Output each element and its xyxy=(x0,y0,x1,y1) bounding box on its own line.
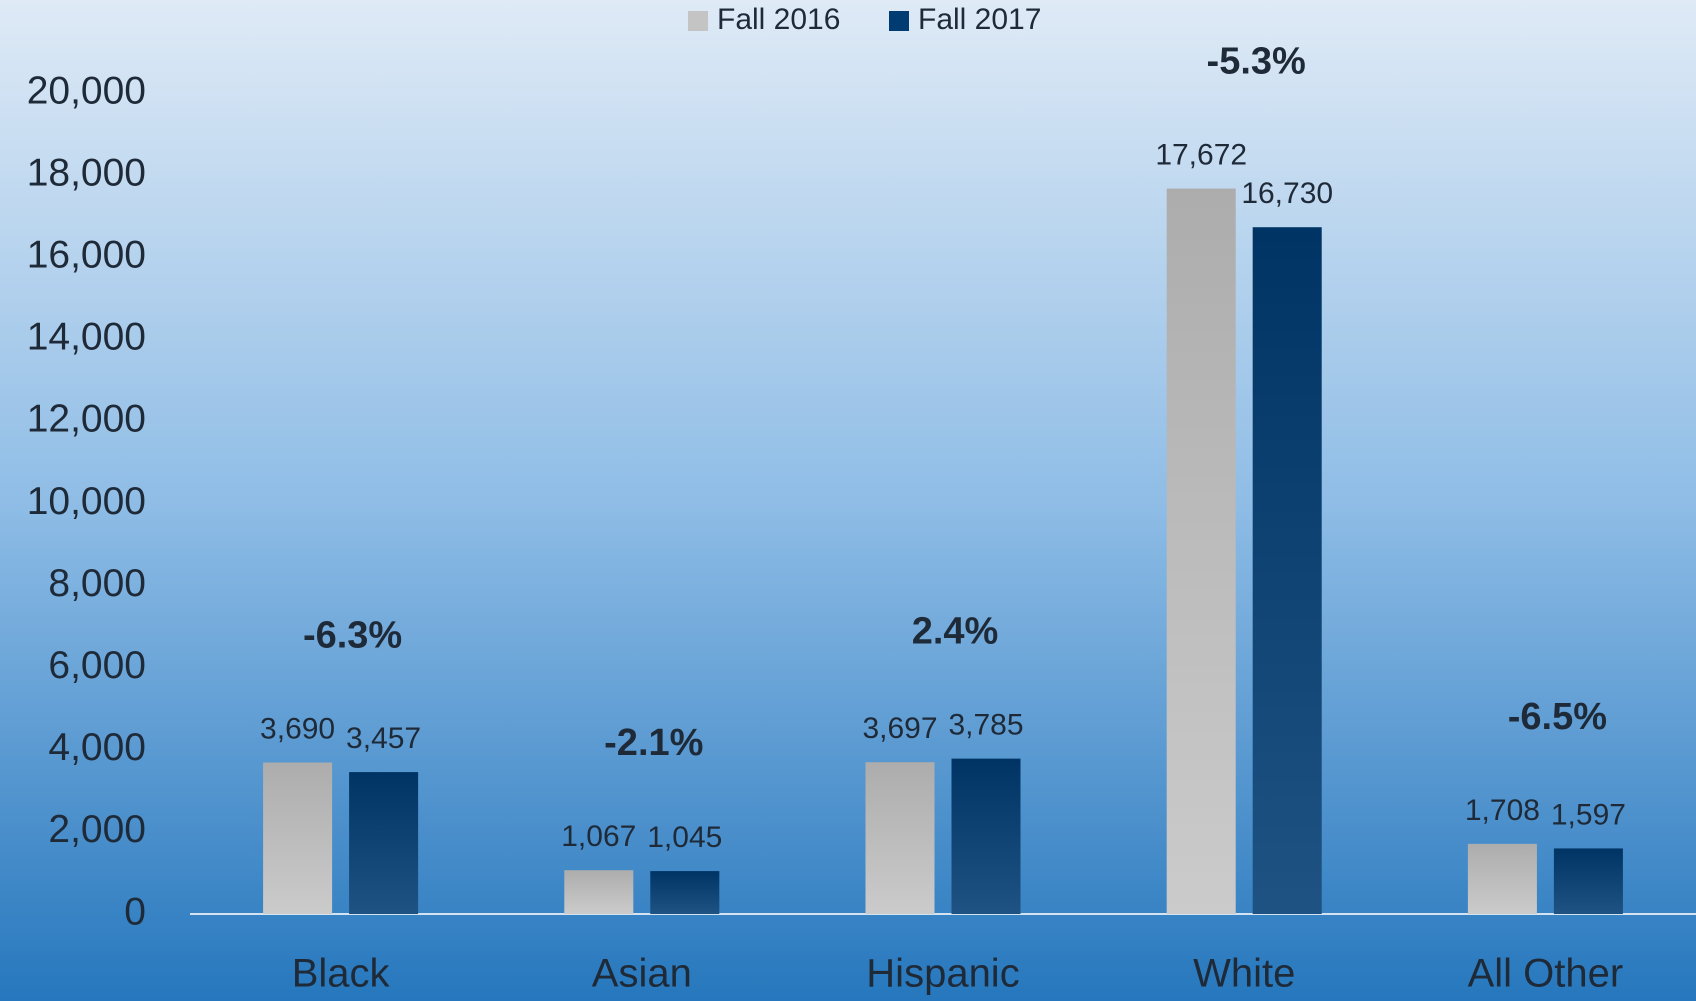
y-tick-label: 20,000 xyxy=(27,69,146,112)
x-tick-label: All Other xyxy=(1468,952,1624,996)
y-tick-label: 16,000 xyxy=(27,233,146,276)
x-tick-label: White xyxy=(1193,952,1295,996)
bar-shade xyxy=(1553,848,1623,914)
change-annotation: 2.4% xyxy=(912,611,999,653)
legend-swatch xyxy=(688,11,708,31)
y-tick-label: 8,000 xyxy=(48,562,146,605)
y-tick-label: 0 xyxy=(124,890,146,933)
change-annotation: -2.1% xyxy=(604,722,703,764)
bar-shade xyxy=(650,871,720,914)
change-annotation: -6.5% xyxy=(1508,696,1607,738)
change-annotation: -5.3% xyxy=(1207,41,1306,83)
bar-shade xyxy=(263,762,333,914)
legend-label: Fall 2016 xyxy=(717,3,840,36)
value-label: 17,672 xyxy=(1155,138,1247,171)
y-tick-label: 18,000 xyxy=(27,151,146,194)
value-label: 16,730 xyxy=(1241,177,1333,210)
value-label: 1,708 xyxy=(1465,794,1540,827)
bar-shade xyxy=(1467,843,1537,914)
legend-swatch xyxy=(889,11,909,31)
y-tick-label: 6,000 xyxy=(48,644,146,687)
value-label: 1,045 xyxy=(647,821,722,854)
value-label: 1,067 xyxy=(561,820,636,853)
y-tick-label: 12,000 xyxy=(27,398,146,441)
bar-shade xyxy=(1166,188,1236,915)
legend-label: Fall 2017 xyxy=(918,3,1041,36)
x-tick-label: Asian xyxy=(592,952,692,996)
value-label: 1,597 xyxy=(1551,798,1626,831)
change-annotation: -6.3% xyxy=(303,615,402,657)
bar-shade xyxy=(564,870,634,914)
y-tick-label: 2,000 xyxy=(48,808,146,851)
x-tick-label: Hispanic xyxy=(866,952,1019,996)
bar-shade xyxy=(951,758,1021,914)
bar-shade xyxy=(349,772,419,914)
y-tick-label: 14,000 xyxy=(27,316,146,359)
y-tick-label: 10,000 xyxy=(27,480,146,523)
bar-shade xyxy=(865,762,935,914)
x-tick-label: Black xyxy=(292,952,391,996)
value-label: 3,697 xyxy=(862,712,937,745)
value-label: 3,785 xyxy=(948,709,1023,742)
value-label: 3,457 xyxy=(346,722,421,755)
y-tick-label: 4,000 xyxy=(48,726,146,769)
value-label: 3,690 xyxy=(260,712,335,745)
bar-shade xyxy=(1252,227,1322,914)
